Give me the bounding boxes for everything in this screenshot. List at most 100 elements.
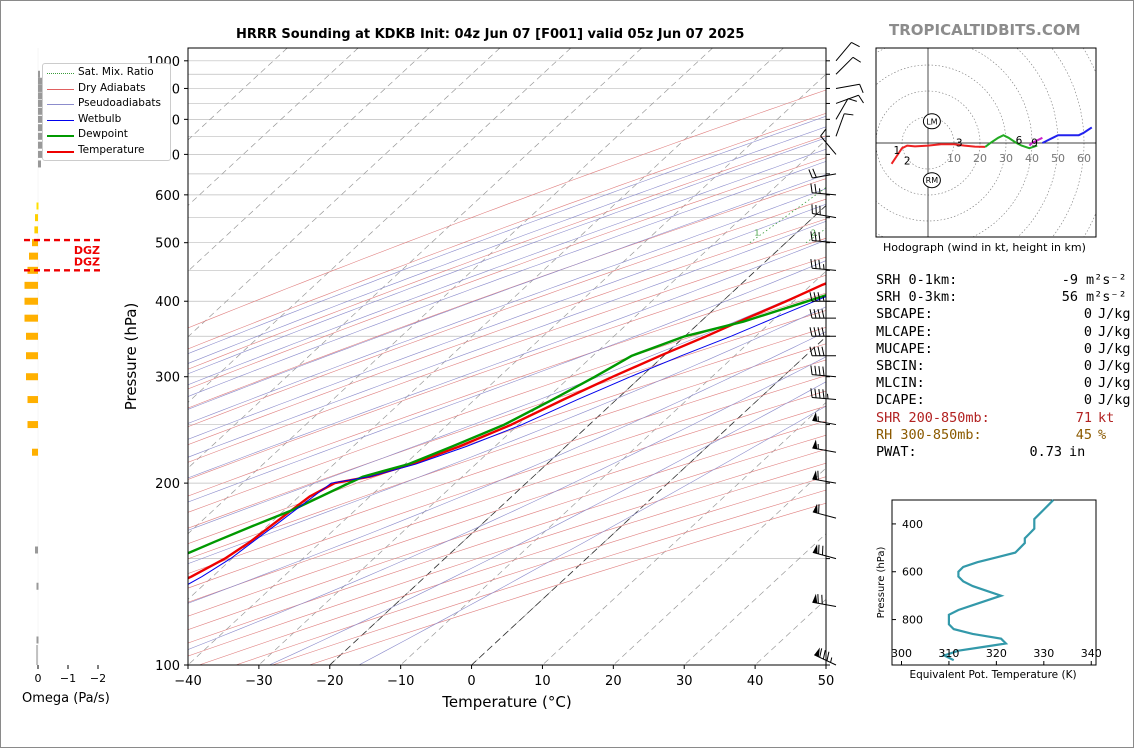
omega-axis-label: Omega (Pa/s) [22, 691, 110, 706]
hodograph-ring-label: 60 [1077, 152, 1091, 165]
plot-frame [187, 47, 827, 666]
index-label: PWAT: [876, 443, 917, 460]
wind-barb-flag [821, 346, 825, 356]
index-row: RH 300-850mb: 45% [876, 426, 1106, 444]
dry-adiabat [188, 135, 826, 370]
legend-swatch [47, 119, 74, 121]
index-label: SBCIN: [876, 357, 925, 374]
wind-barb-flag [810, 231, 813, 241]
index-label: MLCIN: [876, 375, 925, 392]
pseudoadiabat [188, 137, 826, 375]
omega-bar [32, 448, 38, 456]
omega-bar [29, 252, 38, 260]
omega-bar [27, 266, 38, 274]
wind-barb-flag [813, 309, 817, 319]
omega-bar [38, 141, 43, 149]
wind-barb-shaft [812, 447, 837, 453]
index-label: SRH 0-3km: [876, 289, 958, 306]
x-tick-label: 40 [747, 674, 764, 689]
omega-tick-label: 0 [35, 672, 42, 685]
wind-barb-flag [809, 346, 813, 356]
index-label: MLCAPE: [876, 323, 933, 340]
index-value: 0 [1083, 357, 1092, 374]
hodograph-trace [1028, 136, 1043, 147]
dry-adiabat [188, 390, 826, 603]
wind-barb-shaft [835, 94, 859, 104]
wind-barb-shaft [835, 113, 845, 137]
wind-barb-pennant [812, 503, 818, 514]
wind-barb [809, 309, 836, 319]
isotherm [188, 48, 642, 469]
index-unit: % [1098, 426, 1107, 443]
wind-barb-flag [817, 346, 821, 356]
omega-bar [26, 352, 38, 360]
omega-bar [24, 314, 38, 322]
wind-barb-flag [819, 648, 823, 658]
dry-adiabat [188, 405, 826, 617]
wind-barb-flag [810, 365, 813, 375]
legend-item: Pseudoadiabats [43, 97, 170, 113]
legend-swatch [47, 135, 74, 137]
index-unit: J/kg [1098, 375, 1131, 392]
dgz-label: DGZ [74, 255, 100, 268]
index-label: SHR 200-850mb: [876, 409, 990, 426]
indices-panel: SRH 0-1km: -9 m²s⁻² SRH 0-3km: 56 m²s⁻² SBCAPE… [876, 272, 1131, 461]
omega-tick-label: −1 [60, 672, 76, 685]
wind-barb-pennant [812, 411, 818, 422]
theta-e-x-tick-label: 320 [986, 647, 1007, 660]
wind-barb-flag [814, 388, 817, 398]
theta-e-y-tick-label: 400 [902, 518, 923, 531]
index-row: SRH 0-3km: 56 m²s⁻² [876, 289, 1127, 306]
wind-barb-flag [814, 183, 817, 194]
wetbulb-line [188, 296, 826, 585]
storm-motion-marker [922, 172, 941, 189]
wind-barb-pennant [812, 544, 818, 554]
omega-bar [32, 239, 38, 247]
pseudoadiabat [188, 148, 826, 386]
pseudoadiabat [188, 260, 826, 503]
isotherm [188, 48, 430, 272]
wind-barb [835, 83, 864, 93]
isotherm [188, 48, 359, 207]
index-value: -9 [1061, 272, 1078, 288]
dry-adiabat [235, 476, 826, 665]
pseudoadiabat [188, 188, 826, 424]
dgz-label: DGZ [74, 244, 100, 257]
wind-barb-shaft [812, 213, 837, 219]
index-label: RH 300-850mb: [876, 426, 982, 443]
omega-bar [27, 396, 38, 404]
omega-bar [24, 281, 38, 289]
hodograph-trace [1041, 126, 1093, 144]
isotherm [188, 73, 826, 665]
wind-barb-pennant [812, 439, 818, 449]
storm-motion-label: LM [926, 117, 937, 126]
index-value: 0 [1083, 340, 1092, 357]
omega-bar [36, 582, 39, 590]
hodograph-height-label: 3 [956, 137, 963, 149]
brand-watermark: TROPICALTIDBITS.COM [889, 21, 1081, 39]
wind-barb-flag [813, 346, 817, 356]
theta-e-y-label: Pressure (hPa) [876, 547, 887, 619]
hodograph-ring-label: 20 [973, 152, 987, 165]
legend-label: Dewpoint [78, 128, 128, 140]
wind-barb-shaft [812, 478, 837, 484]
legend-item: Sat. Mix. Ratio [43, 66, 170, 82]
pseudoadiabat [188, 356, 826, 650]
index-value: 45 [1075, 426, 1092, 443]
wind-barb-pennant [812, 593, 818, 604]
legend-swatch [47, 88, 74, 90]
wind-barb-shaft [812, 419, 837, 426]
pseudoadiabat [188, 174, 826, 410]
omega-tick-label: −2 [90, 672, 106, 685]
dry-adiabat [188, 178, 826, 409]
legend-item: Wetbulb [43, 113, 170, 129]
isotherm [188, 48, 572, 403]
omega-bar [26, 332, 38, 340]
wind-barb-pennant [814, 647, 820, 657]
mixing-ratio-line [980, 48, 1134, 243]
mixing-ratio-line [1088, 48, 1134, 243]
pseudoadiabat [188, 239, 826, 479]
dry-adiabat [188, 292, 826, 513]
omega-bar [34, 226, 38, 234]
index-label: DCAPE: [876, 392, 925, 409]
